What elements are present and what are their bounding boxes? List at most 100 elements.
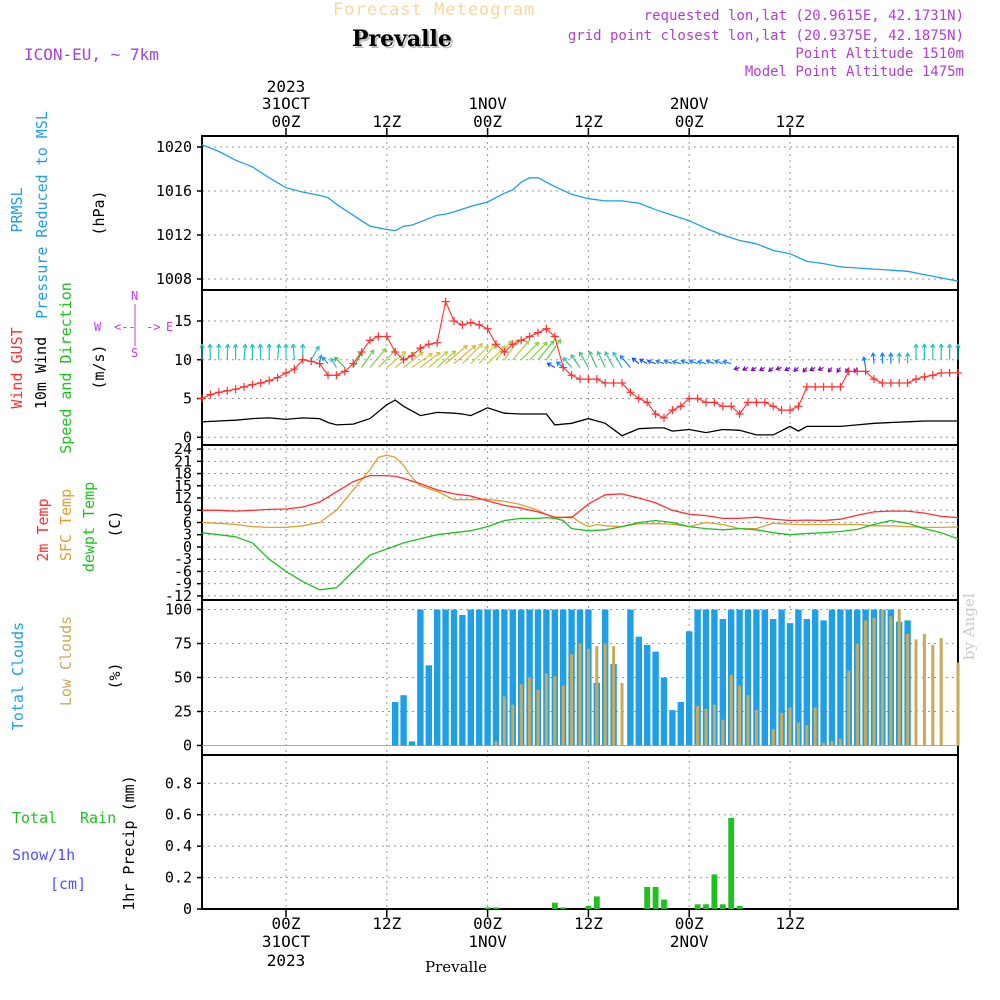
wind-arrow (671, 359, 681, 365)
gust-marker (332, 371, 341, 380)
total-cloud-bar (736, 609, 743, 746)
wind-arrow (802, 367, 808, 373)
requested-coords: requested lon,lat (20.9615E, 42.1731N) (643, 8, 964, 24)
y-tick-label: 5 (183, 390, 192, 408)
x-tick-label-top: 12Z (372, 112, 401, 131)
wind-arrow-head (955, 343, 961, 349)
gust-marker (643, 398, 652, 407)
wind-speed-direction-label: Speed and Direction (57, 282, 75, 454)
gust-marker (912, 375, 920, 384)
wind-arrow-shaft (277, 344, 280, 360)
wind-arrow-head (315, 345, 320, 351)
total-cloud-bar (744, 609, 752, 746)
gust-marker (231, 385, 240, 394)
y-tick-label: 0 (183, 428, 192, 446)
wind-arrow-head (401, 351, 407, 356)
gust-marker (240, 382, 248, 391)
gust-marker (819, 382, 828, 391)
gust-marker (811, 382, 820, 391)
wind-arrow-head (534, 341, 540, 347)
x-date-label-bottom: 31OCT (262, 932, 311, 951)
gust-marker (542, 324, 551, 333)
wind-arrow-head (768, 367, 773, 372)
gust-marker (550, 332, 559, 341)
x-tick-label-bottom: 00Z (473, 914, 502, 933)
wind-arrow (420, 351, 441, 368)
wind-speed-line (201, 399, 958, 437)
gust-marker (534, 328, 542, 337)
gust-marker (483, 324, 492, 333)
wind-arrow (555, 361, 564, 368)
low-clouds-label: Low Clouds (57, 616, 75, 706)
low-cloud-bar (796, 722, 800, 746)
wind-units: (m/s) (90, 344, 108, 389)
wind-arrow-head (827, 367, 833, 373)
gust-marker (786, 406, 794, 415)
rain-bar (644, 887, 651, 909)
t2m-label: 2m Temp (34, 498, 52, 561)
wind-arrow-head (283, 343, 289, 349)
wind-arrow (631, 357, 640, 365)
y-tick-label: 24 (174, 440, 192, 458)
wind-arrow (688, 359, 698, 365)
wind-arrow-shaft (209, 344, 211, 360)
rain-label-total: Total (12, 809, 57, 827)
t2m-line (202, 474, 959, 522)
x-tick-label-top: 00Z (675, 112, 704, 131)
wind-arrow-shaft (243, 344, 246, 360)
rain-bar (493, 907, 499, 909)
wind-arrow-head (663, 359, 669, 365)
low-cloud-bar (855, 643, 859, 746)
wind-arrow-head (216, 343, 222, 349)
gust-marker (626, 388, 635, 397)
dewpt-line (201, 516, 959, 591)
low-cloud-bar (528, 677, 532, 746)
wind-arrow-shaft (631, 357, 640, 365)
wind-arrow-head (224, 343, 231, 349)
total-cloud-bar (786, 623, 794, 746)
sfc-temp-line (201, 454, 959, 530)
gust-marker (920, 372, 929, 381)
compass-s: S (131, 346, 138, 360)
wind-arrow-shaft (369, 348, 387, 368)
gust-marker (508, 340, 517, 349)
y-tick-label: 0.8 (165, 774, 192, 792)
y-tick-label: 0 (183, 538, 192, 556)
y-tick-label: 0 (183, 900, 192, 918)
gust-marker (290, 365, 299, 374)
x-year-label-bottom: 2023 (267, 951, 306, 970)
wind-arrow (224, 343, 231, 360)
wind-arrow-head (276, 343, 282, 349)
wind-arrow (588, 350, 598, 368)
precip-axis-label: 1hr Precip (mm) (120, 775, 138, 910)
wind-arrow-head (463, 344, 468, 350)
gust-marker (609, 379, 618, 387)
gust-marker (248, 380, 257, 389)
wind-arrow-head (471, 344, 477, 350)
total-cloud-bar (534, 609, 542, 746)
wind-arrow (257, 343, 264, 360)
model-label: ICON-EU, ~ 7km (24, 45, 159, 64)
wind-arrow-head (722, 359, 728, 365)
gust-marker (836, 382, 845, 391)
gust-marker (584, 375, 593, 384)
rain-bar (728, 817, 735, 909)
total-cloud-bar (425, 665, 432, 746)
low-cloud-bar (544, 673, 548, 746)
low-cloud-bar (746, 695, 750, 746)
wind-arrow-head (793, 367, 799, 372)
wind-arrow-head (556, 338, 562, 344)
wind-arrow (655, 359, 665, 365)
total-cloud-bar (828, 609, 836, 746)
gust-marker (878, 379, 887, 387)
wind-arrow (369, 347, 387, 368)
gust-marker (340, 367, 349, 376)
wind-arrow-shaft (436, 350, 456, 368)
y-tick-label: -3 (174, 550, 192, 568)
low-cloud-bar (553, 676, 557, 746)
wind-arrow-shaft (537, 340, 555, 361)
wind-arrow (330, 357, 337, 368)
gust-marker (945, 368, 954, 377)
gust-marker (466, 318, 475, 327)
